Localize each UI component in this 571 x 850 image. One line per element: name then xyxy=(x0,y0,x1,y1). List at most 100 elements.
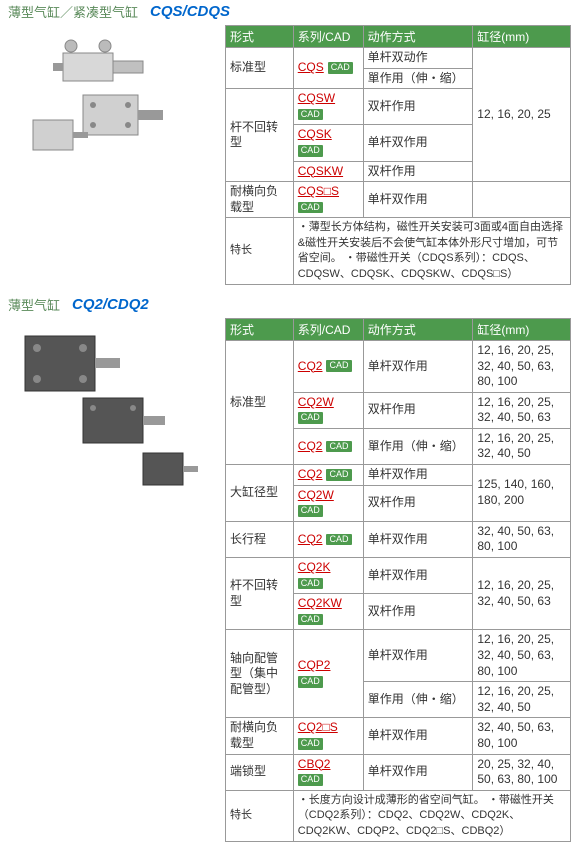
cad-icon[interactable]: CAD xyxy=(298,738,323,750)
series-link[interactable]: CQSW xyxy=(298,91,335,105)
section-header: 薄型气缸 CQ2/CDQ2 xyxy=(0,293,571,316)
table-row: 标准型 CQ2CAD 单杆双作用 12, 16, 20, 25, 32, 40,… xyxy=(226,340,571,392)
header-row: 形式 系列/CAD 动作方式 缸径(mm) xyxy=(226,26,571,48)
action-cell: 单杆双作用 xyxy=(363,125,473,161)
bore-cell: 20, 25, 32, 40, 50, 63, 80, 100 xyxy=(473,754,571,790)
series-link[interactable]: CQ2W xyxy=(298,395,334,409)
action-cell: 单杆双作用 xyxy=(363,558,473,594)
type-cell: 特长 xyxy=(226,218,294,285)
bore-cell: 12, 16, 20, 25 xyxy=(473,48,571,182)
series-link[interactable]: CQ2 xyxy=(298,532,323,546)
bore-cell: 12, 16, 20, 25, 32, 40, 50 xyxy=(473,428,571,464)
action-cell: 双杆作用 xyxy=(363,161,473,182)
series-link[interactable]: CQS□S xyxy=(298,184,339,198)
table-row: 长行程 CQ2CAD 单杆双作用 32, 40, 50, 63, 80, 100 xyxy=(226,521,571,557)
bore-cell: 32, 40, 50, 63, 80, 100 xyxy=(473,718,571,754)
bore-cell: 12, 16, 20, 25, 32, 40, 50 xyxy=(473,682,571,718)
spec-table-cq2: 形式 系列/CAD 动作方式 缸径(mm) 标准型 CQ2CAD 单杆双作用 1… xyxy=(225,318,571,842)
series-link[interactable]: CQSKW xyxy=(298,164,343,178)
col-series: 系列/CAD xyxy=(293,26,363,48)
action-cell: 单杆双作用 xyxy=(363,521,473,557)
section-cq2: 薄型气缸 CQ2/CDQ2 xyxy=(0,293,571,842)
type-cell: 特长 xyxy=(226,790,294,841)
table-row: 端锁型 CBQ2CAD 单杆双作用 20, 25, 32, 40, 50, 63… xyxy=(226,754,571,790)
series-link[interactable]: CQSK xyxy=(298,127,332,141)
cad-icon[interactable]: CAD xyxy=(326,534,351,546)
table-row: 耐横向负载型 CQS□S CAD 单杆双作用 xyxy=(226,182,571,218)
series-link[interactable]: CQ2K xyxy=(298,560,331,574)
series-cell: CBQ2 CAD xyxy=(293,754,363,790)
action-cell: 單作用（伸・缩） xyxy=(363,428,473,464)
section-title-cn: 薄型气缸 xyxy=(8,295,60,314)
cad-icon[interactable]: CAD xyxy=(298,774,323,786)
type-cell: 耐横向负载型 xyxy=(226,182,294,218)
series-link[interactable]: CQP2 xyxy=(298,658,331,672)
col-action: 动作方式 xyxy=(363,318,473,340)
series-cell: CQS□S CAD xyxy=(293,182,363,218)
series-link[interactable]: CBQ2 xyxy=(298,757,331,771)
bore-cell: 12, 16, 20, 25, 32, 40, 50, 63 xyxy=(473,392,571,428)
cad-icon[interactable]: CAD xyxy=(326,469,351,481)
series-cell: CQSKW xyxy=(293,161,363,182)
section-title-cn: 薄型气缸／紧凑型气缸 xyxy=(8,2,138,21)
section-body: 形式 系列/CAD 动作方式 缸径(mm) 标准型 CQ2CAD 单杆双作用 1… xyxy=(0,318,571,842)
series-link[interactable]: CQ2 xyxy=(298,439,323,453)
cad-icon[interactable]: CAD xyxy=(298,505,323,517)
cad-icon[interactable]: CAD xyxy=(298,109,323,121)
cylinder-illustration xyxy=(13,328,213,498)
cad-icon[interactable]: CAD xyxy=(326,360,351,372)
series-cell: CQ2W CAD xyxy=(293,392,363,428)
section-title-en: CQ2/CDQ2 xyxy=(72,296,149,313)
bore-cell: 32, 40, 50, 63, 80, 100 xyxy=(473,521,571,557)
series-cell: CQS CAD xyxy=(293,48,363,89)
action-cell: 单杆双作用 xyxy=(363,754,473,790)
col-series: 系列/CAD xyxy=(293,318,363,340)
series-cell: CQ2KW CAD xyxy=(293,594,363,630)
section-header: 薄型气缸／紧凑型气缸 CQS/CDQS xyxy=(0,0,571,23)
col-type: 形式 xyxy=(226,318,294,340)
cad-icon[interactable]: CAD xyxy=(298,412,323,424)
action-cell: 单杆双作用 xyxy=(363,465,473,486)
bore-cell: 12, 16, 20, 25, 32, 40, 50, 63, 80, 100 xyxy=(473,340,571,392)
cad-icon[interactable]: CAD xyxy=(298,614,323,626)
action-cell: 单杆双作用 xyxy=(363,182,473,218)
cad-icon[interactable]: CAD xyxy=(298,145,323,157)
action-cell: 单杆双作用 xyxy=(363,718,473,754)
series-link[interactable]: CQ2 xyxy=(298,467,323,481)
col-bore: 缸径(mm) xyxy=(473,26,571,48)
action-cell: 單作用（伸・缩） xyxy=(363,68,473,89)
series-cell: CQ2K CAD xyxy=(293,558,363,594)
series-link[interactable]: CQS xyxy=(298,60,324,74)
series-cell: CQ2CAD xyxy=(293,521,363,557)
product-image-area xyxy=(0,25,225,175)
type-cell: 标准型 xyxy=(226,48,294,89)
cad-icon[interactable]: CAD xyxy=(328,62,353,74)
series-link[interactable]: CQ2KW xyxy=(298,596,342,610)
cad-icon[interactable]: CAD xyxy=(298,676,323,688)
table-row: 耐横向负载型 CQ2□SCAD 单杆双作用 32, 40, 50, 63, 80… xyxy=(226,718,571,754)
cad-icon[interactable]: CAD xyxy=(298,202,323,214)
bore-cell xyxy=(473,182,571,218)
cad-icon[interactable]: CAD xyxy=(298,578,323,590)
table-row: 大缸径型 CQ2CAD 单杆双作用 125, 140, 160, 180, 20… xyxy=(226,465,571,486)
section-title-en: CQS/CDQS xyxy=(150,3,230,20)
type-cell: 大缸径型 xyxy=(226,465,294,522)
series-link[interactable]: CQ2 xyxy=(298,359,323,373)
bore-cell: 125, 140, 160, 180, 200 xyxy=(473,465,571,522)
bore-cell: 12, 16, 20, 25, 32, 40, 50, 63 xyxy=(473,558,571,630)
header-row: 形式 系列/CAD 动作方式 缸径(mm) xyxy=(226,318,571,340)
series-link[interactable]: CQ2W xyxy=(298,488,334,502)
series-cell: CQ2□S CAD xyxy=(293,718,363,754)
series-cell: CQSW CAD xyxy=(293,89,363,125)
product-image-area xyxy=(0,318,225,508)
type-cell: 长行程 xyxy=(226,521,294,557)
section-body: 形式 系列/CAD 动作方式 缸径(mm) 标准型 CQSCAD 单杆双动作 1… xyxy=(0,25,571,285)
feature-row: 特长 ・薄型长方体结构，磁性开关安装可3面或4面自由选择&磁性开关安装后不会使气… xyxy=(226,218,571,285)
cad-icon[interactable]: CAD xyxy=(326,441,351,453)
series-link[interactable]: CQ2□S xyxy=(298,720,338,734)
series-cell: CQ2W CAD xyxy=(293,485,363,521)
table-row: 标准型 CQSCAD 单杆双动作 12, 16, 20, 25 xyxy=(226,48,571,69)
series-cell: CQ2CAD xyxy=(293,340,363,392)
feature-cell: ・长度方向设计成薄形的省空间气缸。 ・带磁性开关（CDQ2系列）：CDQ2、CD… xyxy=(293,790,570,841)
feature-cell: ・薄型长方体结构，磁性开关安装可3面或4面自由选择&磁性开关安装后不会使气缸本体… xyxy=(293,218,570,285)
